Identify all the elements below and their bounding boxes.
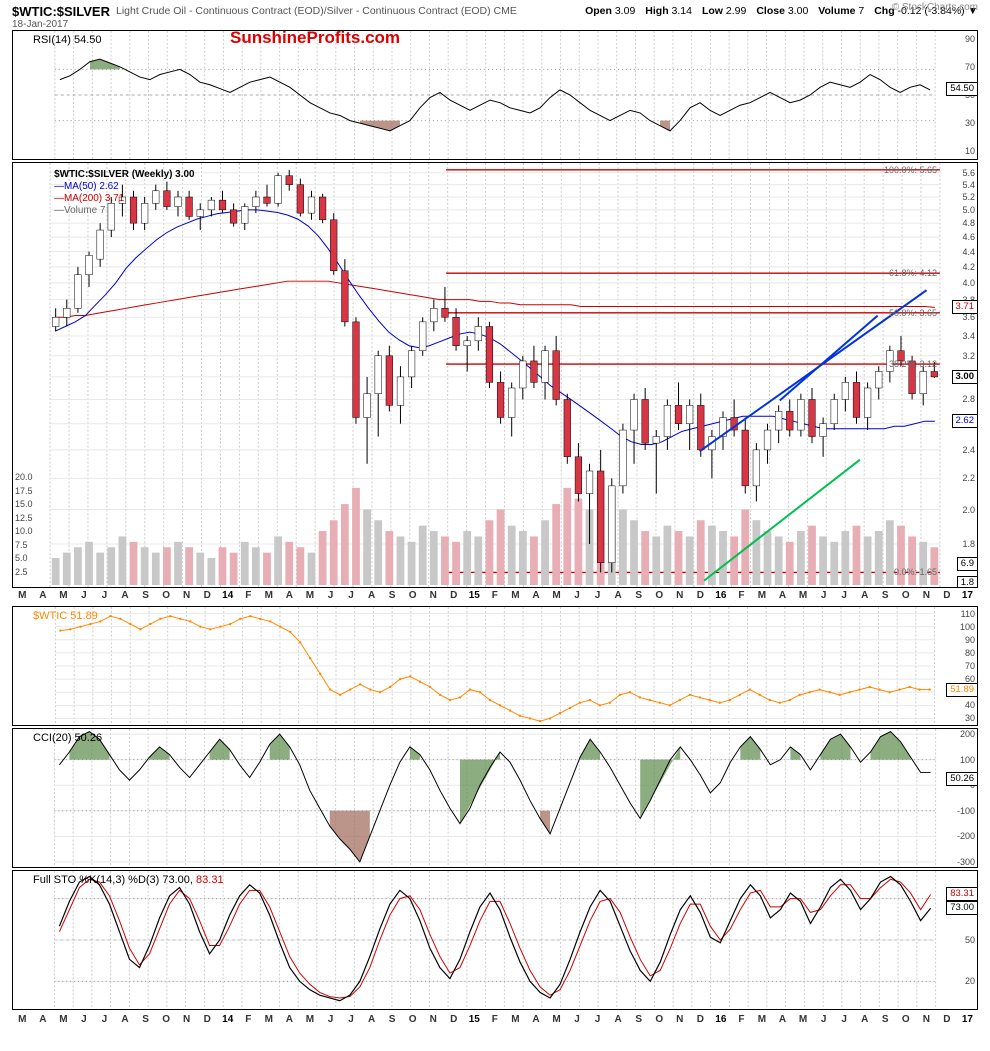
chart-header: $WTIC:$SILVER Light Crude Oil - Continuo…	[12, 2, 978, 20]
svg-text:—MA(200) 3.71: —MA(200) 3.71	[54, 193, 125, 204]
price-svg: $WTIC:$SILVER (Weekly) 3.00—MA(50) 2.62—…	[13, 163, 977, 587]
sto-panel: Full STO %K(14,3) %D(3) 73.00, 83.31 805…	[12, 870, 978, 1010]
svg-text:—MA(50) 2.62: —MA(50) 2.62	[54, 181, 119, 192]
sto-label: Full STO %K(14,3) %D(3) 73.00, 83.31	[33, 874, 224, 886]
svg-text:$WTIC:$SILVER (Weekly) 3.00: $WTIC:$SILVER (Weekly) 3.00	[54, 169, 195, 180]
price-panel: $WTIC:$SILVER (Weekly) 3.00—MA(50) 2.62—…	[12, 162, 978, 588]
wtic-yaxis: 11010090807060504030	[943, 607, 975, 725]
cci-svg	[13, 729, 977, 867]
attribution: © StockCharts.com	[892, 2, 978, 13]
rsi-label: RSI(14) 54.50	[33, 34, 101, 46]
wtic-panel: $WTIC 51.89 11010090807060504030 51.89	[12, 606, 978, 726]
watermark: SunshineProfits.com	[230, 28, 400, 48]
chart-date: 18-Jan-2017	[12, 19, 68, 30]
wtic-label: $WTIC 51.89	[33, 610, 98, 622]
rsi-panel: RSI(14) 54.50 9070503010 54.50	[12, 30, 978, 160]
vol-yaxis: 20.017.515.012.510.07.55.02.5	[15, 163, 47, 587]
rsi-svg	[13, 31, 977, 159]
sto-svg	[13, 871, 977, 1009]
svg-text:—Volume 7: —Volume 7	[54, 205, 106, 216]
symbol-description: Light Crude Oil - Continuous Contract (E…	[116, 5, 517, 17]
month-axis-2: MAMJJASOND14FMAMJJASOND15FMAMJJASOND16FM…	[12, 1014, 978, 1028]
symbol: $WTIC:$SILVER	[12, 4, 110, 19]
wtic-svg	[13, 607, 977, 725]
month-axis-1: MAMJJASOND14FMAMJJASOND15FMAMJJASOND16FM…	[12, 590, 978, 604]
cci-yaxis: 2001000-100-200-300	[943, 729, 975, 867]
cci-panel: CCI(20) 50.26 2001000-100-200-300 50.26	[12, 728, 978, 868]
cci-label: CCI(20) 50.26	[33, 732, 102, 744]
